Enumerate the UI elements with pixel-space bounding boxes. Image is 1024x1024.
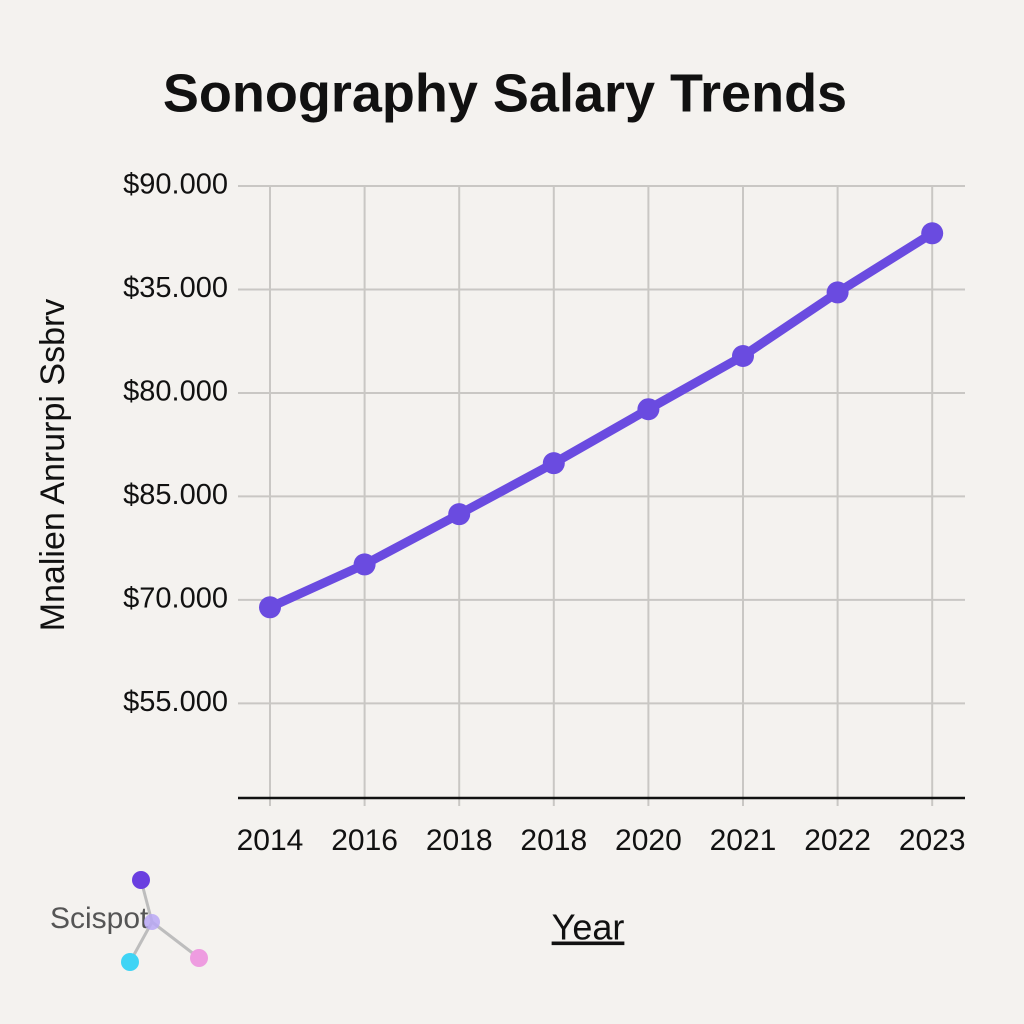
point [542, 452, 565, 475]
x-tick-label: 2021 [710, 824, 777, 857]
point [637, 398, 660, 421]
x-tick-label: 2022 [804, 824, 871, 857]
x-axis-label: Year [552, 907, 625, 948]
x-tick-label: 2018 [520, 824, 587, 857]
logo-node [132, 871, 150, 889]
point [353, 553, 376, 576]
point [826, 281, 849, 304]
y-tick-label: $70.000 [123, 583, 228, 615]
logo-node [121, 953, 139, 971]
y-tick-label: $35.000 [123, 272, 228, 304]
logo-text: Scispot [50, 902, 149, 935]
point [921, 222, 944, 245]
y-axis-label: Mnalien Anrurpi Ssbrv [34, 299, 72, 632]
point [448, 503, 471, 526]
point [259, 596, 281, 619]
point [732, 345, 754, 367]
x-tick-label: 2020 [615, 824, 682, 857]
y-tick-label: $90.000 [123, 169, 228, 201]
y-tick-label: $85.000 [123, 479, 228, 511]
x-tick-label: 2018 [426, 824, 493, 857]
x-tick-label: 2023 [899, 824, 966, 857]
y-tick-label: $55.000 [123, 686, 228, 718]
logo-node [144, 914, 160, 930]
logo: Scispot [50, 871, 208, 971]
logo-link [151, 920, 200, 960]
chart-title: Sonography Salary Trends [163, 63, 847, 123]
logo-node [190, 949, 208, 967]
x-tick-label: 2016 [331, 824, 398, 857]
y-tick-label: $80.000 [123, 376, 228, 408]
x-tick-label: 2014 [237, 824, 304, 857]
line [265, 228, 937, 612]
